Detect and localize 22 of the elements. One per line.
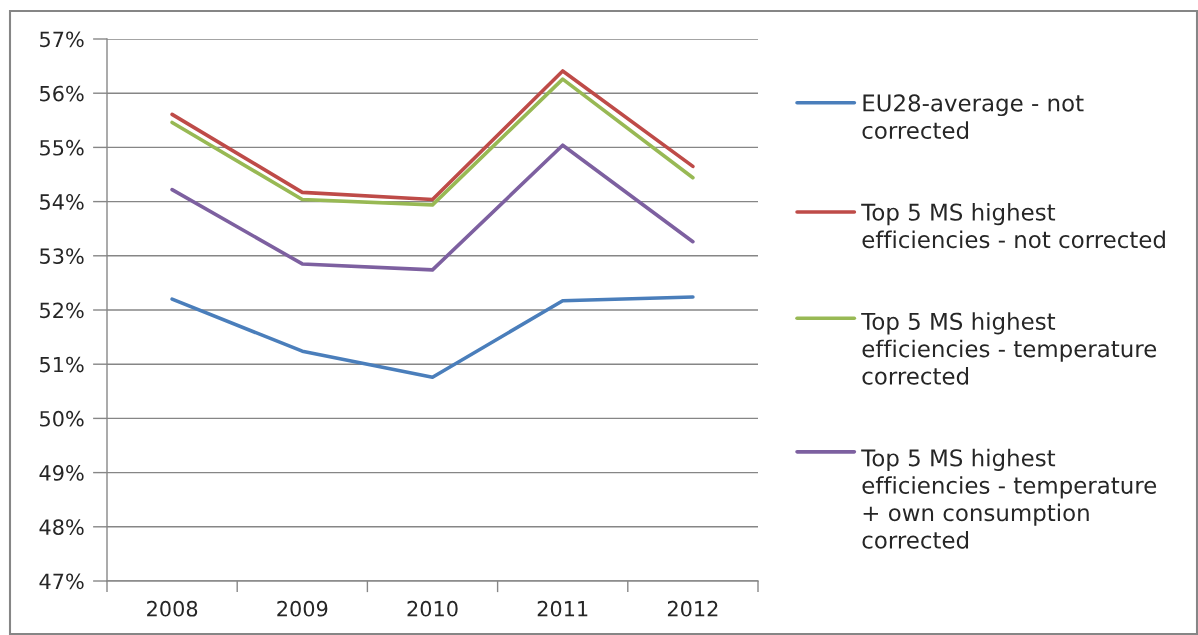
y-tick-label: 52%	[40, 302, 84, 319]
y-tick-label: 47%	[39, 573, 84, 590]
y-tick-label: 56%	[40, 85, 84, 102]
y-tick-label: 48%	[39, 519, 84, 536]
legend-label: Top 5 MS highest efficiencies - not corrected	[861, 203, 1165, 249]
y-tick-label: 55%	[40, 139, 84, 156]
line-series	[170, 143, 695, 272]
x-tick-label: 2012	[667, 600, 718, 617]
legend-label: Top 5 MS highest efficiencies - temperature + own consumption corrected	[861, 448, 1157, 549]
legend-label: EU28-average - not corrected	[862, 94, 1084, 140]
y-tick-label: 49%	[39, 465, 84, 481]
y-tick-label: 53%	[40, 248, 84, 265]
x-tick-label: 2009	[277, 600, 328, 617]
x-tick-label: 2011	[537, 600, 588, 617]
y-tick-label: 50%	[40, 410, 84, 427]
x-tick-label: 2010	[407, 600, 458, 617]
x-tick-label: 2008	[147, 600, 198, 617]
y-tick-label: 51%	[40, 356, 84, 373]
line-series	[170, 295, 695, 380]
y-tick-label: 54%	[40, 194, 84, 210]
y-tick-label: 57%	[40, 31, 84, 48]
legend-label: Top 5 MS highest efficiencies - temperature corrected	[861, 312, 1157, 385]
